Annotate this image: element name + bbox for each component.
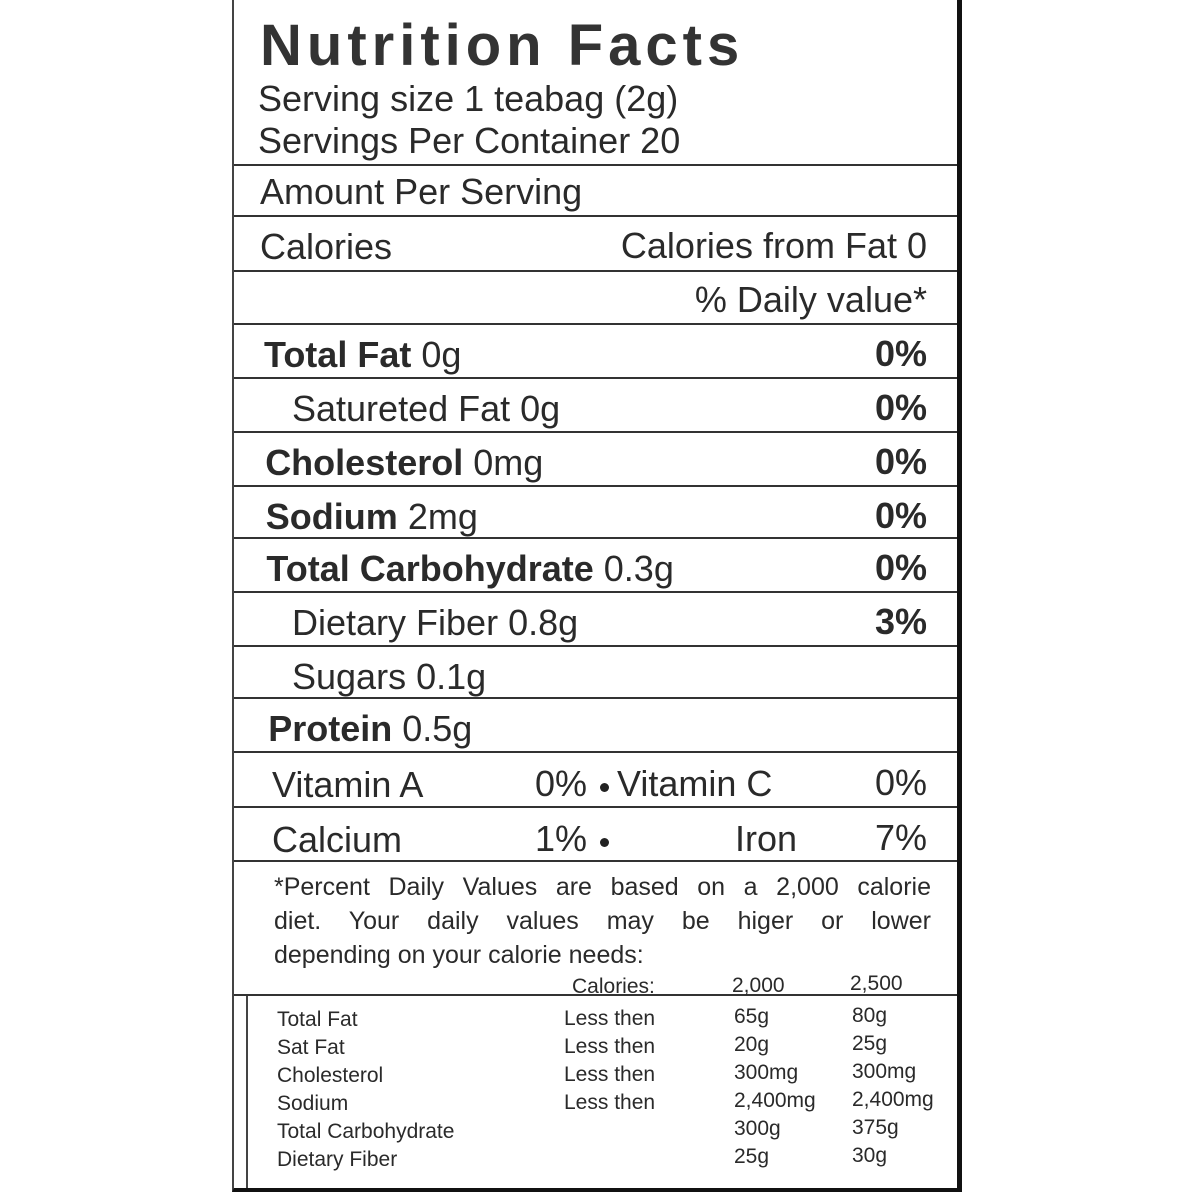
- ref-value: 300mg: [852, 1060, 917, 1083]
- vitamin-name: Calcium: [272, 819, 403, 860]
- ref-name: Total Fat: [277, 1008, 358, 1031]
- nutrient-amount: 0.5g: [402, 708, 473, 749]
- ref-value: 2,400mg: [852, 1088, 934, 1111]
- calories-section: Calories Calories from Fat 0: [234, 217, 957, 272]
- vitamin-dv: 1%: [534, 818, 587, 859]
- nutrient-line: Sugars 0.1g: [292, 656, 486, 698]
- ref-value: 20g: [734, 1033, 770, 1056]
- nutrient-name: Protein: [268, 708, 393, 749]
- nutrient-name: Satureted Fat: [292, 388, 511, 429]
- serving-size: Serving size 1 teabag (2g): [258, 78, 679, 119]
- ref-name: Sodium: [277, 1092, 349, 1115]
- ref-value: 375g: [852, 1116, 899, 1139]
- title: Nutrition Facts: [260, 13, 745, 78]
- vitamin-name: Vitamin C: [617, 763, 773, 804]
- reference-table: Total Fat Less then 65g 80g Sat Fat Less then…: [246, 996, 957, 1188]
- bullet: [600, 783, 609, 792]
- ref-limit: Less then: [564, 1007, 656, 1030]
- amount-section: Amount Per Serving: [234, 166, 957, 217]
- nutrient-row: Cholesterol 0mg 0%: [234, 433, 957, 487]
- ref-name: Cholesterol: [277, 1064, 384, 1087]
- ref-value: 25g: [734, 1145, 770, 1168]
- nutrient-amount: 0.8g: [508, 602, 579, 643]
- ref-value: 2,400mg: [734, 1089, 816, 1112]
- nutrient-amount: 0.3g: [603, 548, 674, 589]
- nutrient-amount: 2mg: [407, 496, 478, 537]
- nutrient-dv: 0%: [874, 495, 927, 536]
- vitamin-dv: 0%: [534, 763, 587, 804]
- servings-per-container: Servings Per Container 20: [258, 120, 681, 161]
- vitamin-row: Calcium 1% Iron 7%: [234, 808, 957, 862]
- daily-value-header: % Daily value*: [694, 279, 927, 320]
- ref-value: 65g: [734, 1005, 770, 1028]
- nutrient-dv: 0%: [874, 547, 927, 588]
- nutrient-name: Sugars: [292, 656, 407, 697]
- nutrient-name: Total Fat: [264, 334, 412, 375]
- vitamin-row: Vitamin A 0% Vitamin C 0%: [234, 753, 957, 808]
- nutrient-row: Protein 0.5g: [234, 699, 957, 753]
- ref-value: 25g: [852, 1032, 888, 1055]
- header-section: Nutrition Facts Serving size 1 teabag (2…: [234, 0, 957, 166]
- footnote-section: *Percent Daily Values are based on a 2,0…: [234, 862, 957, 998]
- footnote-line: diet. Your daily values may be higer or …: [274, 907, 931, 935]
- calories-label: Calories: [260, 226, 393, 267]
- nutrient-amount: 0g: [421, 334, 462, 375]
- nutrient-name: Sodium: [265, 496, 398, 537]
- nutrient-row: Sodium 2mg 0%: [234, 487, 957, 539]
- calories-from-fat: Calories from Fat 0: [620, 225, 927, 266]
- nutrient-line: Cholesterol 0mg: [265, 442, 543, 484]
- nutrient-amount: 0.1g: [416, 656, 487, 697]
- ref-name: Total Carbohydrate: [277, 1120, 455, 1143]
- ref-header: 2,000: [732, 974, 785, 997]
- vitamin-dv: 7%: [874, 817, 927, 858]
- nutrient-name: Cholesterol: [265, 442, 464, 483]
- ref-value: 30g: [852, 1144, 888, 1167]
- nutrient-row: Sugars 0.1g: [234, 647, 957, 699]
- nutrient-line: Satureted Fat 0g: [292, 388, 560, 430]
- ref-value: 300g: [734, 1117, 781, 1140]
- nutrient-dv: 0%: [874, 387, 927, 428]
- footnote-line: *Percent Daily Values are based on a 2,0…: [274, 873, 931, 901]
- nutrient-dv: 0%: [874, 333, 927, 374]
- footnote-line: depending on your calorie needs:: [274, 941, 644, 969]
- nutrient-amount: 0g: [520, 388, 561, 429]
- nutrient-dv: 0%: [874, 441, 927, 482]
- vitamin-dv: 0%: [874, 762, 927, 803]
- ref-limit: Less then: [564, 1091, 656, 1114]
- nutrient-amount: 0mg: [473, 442, 544, 483]
- ref-limit: Less then: [564, 1035, 656, 1058]
- nutrient-line: Total Fat 0g: [264, 334, 461, 376]
- ref-header: Calories:: [572, 975, 655, 998]
- vitamin-name: Iron: [734, 818, 797, 859]
- nutrient-line: Dietary Fiber 0.8g: [292, 602, 578, 644]
- daily-value-section: % Daily value*: [234, 272, 957, 325]
- nutrient-row: Total Carbohydrate 0.3g 0%: [234, 539, 957, 593]
- ref-value: 80g: [852, 1004, 888, 1027]
- ref-header: 2,500: [850, 972, 903, 995]
- ref-name: Dietary Fiber: [277, 1148, 398, 1171]
- ref-limit: Less then: [564, 1063, 656, 1086]
- nutrient-line: Sodium 2mg: [266, 496, 478, 538]
- amount-per-serving: Amount Per Serving: [260, 171, 583, 212]
- nutrient-line: Total Carbohydrate 0.3g: [266, 548, 673, 590]
- bullet: [600, 838, 609, 847]
- vitamin-name: Vitamin A: [272, 764, 424, 805]
- nutrient-line: Protein 0.5g: [268, 708, 472, 750]
- nutrient-dv: 3%: [874, 601, 927, 642]
- nutrition-label: Nutrition Facts Serving size 1 teabag (2…: [232, 0, 962, 1192]
- ref-name: Sat Fat: [277, 1036, 345, 1059]
- footnote: *Percent Daily Values are based on a 2,0…: [274, 870, 931, 972]
- nutrient-row: Satureted Fat 0g 0%: [234, 379, 957, 433]
- nutrient-name: Total Carbohydrate: [266, 548, 594, 589]
- nutrient-row: Dietary Fiber 0.8g 3%: [234, 593, 957, 647]
- nutrient-name: Dietary Fiber: [292, 602, 499, 643]
- nutrient-row: Total Fat 0g 0%: [234, 325, 957, 379]
- ref-value: 300mg: [734, 1061, 799, 1084]
